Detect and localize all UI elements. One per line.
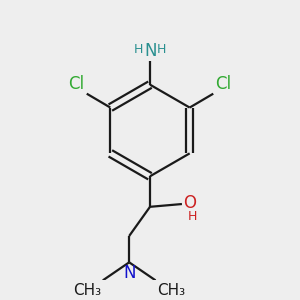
Text: Cl: Cl [215, 75, 232, 93]
Text: H: H [188, 210, 197, 223]
Text: CH₃: CH₃ [157, 283, 185, 298]
Text: H: H [134, 43, 144, 56]
Text: O: O [183, 194, 196, 212]
Text: H: H [156, 43, 166, 56]
Text: CH₃: CH₃ [73, 283, 101, 298]
Text: N: N [123, 264, 135, 282]
Text: Cl: Cl [68, 75, 85, 93]
Text: N: N [144, 42, 157, 60]
